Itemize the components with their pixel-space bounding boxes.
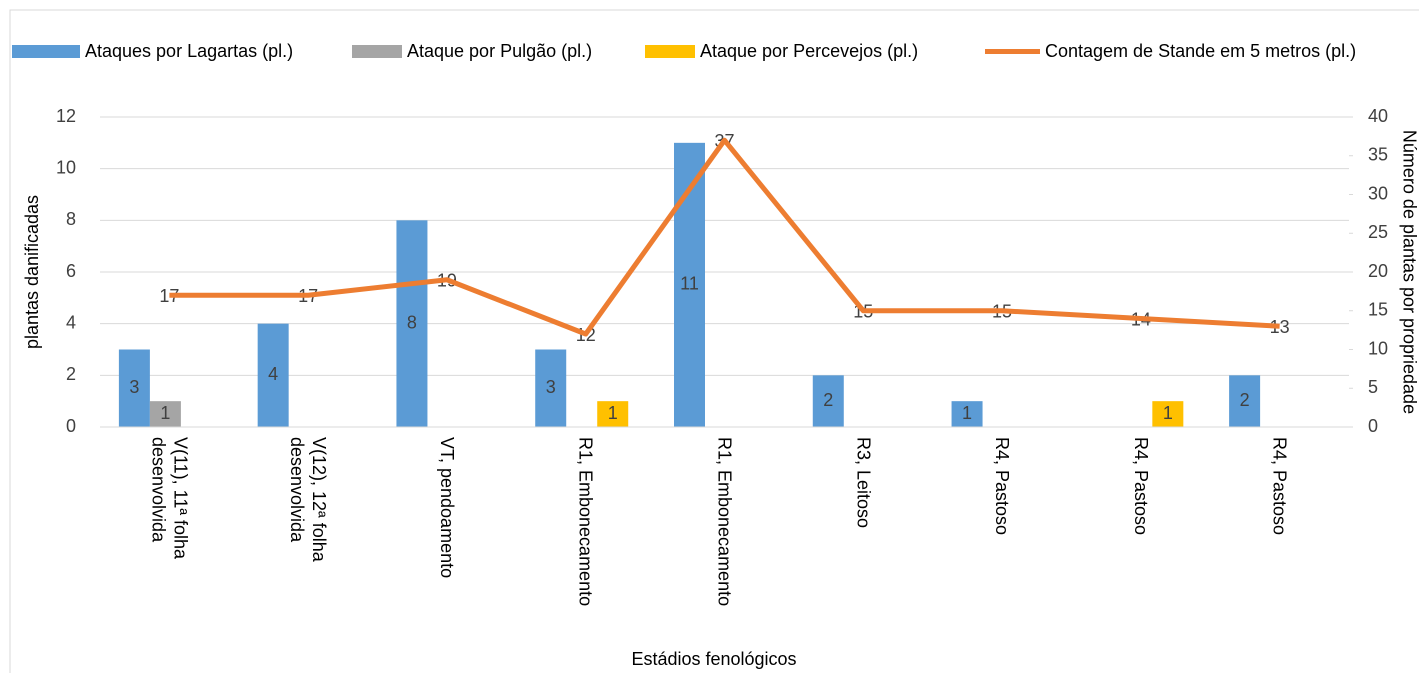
x-tick-label: R1, Embonecamento xyxy=(714,437,735,607)
legend-swatch xyxy=(985,49,1040,54)
y-tick-label: 12 xyxy=(56,106,76,126)
y-tick-label: 8 xyxy=(66,209,76,229)
y-tick-label: 2 xyxy=(66,364,76,384)
bar-value-label: 3 xyxy=(129,377,139,397)
bar-value-label: 2 xyxy=(1240,390,1250,410)
bar xyxy=(1229,375,1261,427)
x-axis-label: Estádios fenológicos xyxy=(631,649,796,669)
bar-value-label: 1 xyxy=(1163,403,1173,423)
line-value-label: 13 xyxy=(1270,317,1290,337)
bar xyxy=(535,349,567,427)
bar-value-label: 2 xyxy=(823,390,833,410)
y2-tick-label: 35 xyxy=(1368,145,1388,165)
legend-label: Ataques por Lagartas (pl.) xyxy=(85,41,294,61)
x-tick-label: R4, Pastoso xyxy=(992,437,1013,536)
bar xyxy=(149,401,181,427)
legend-label: Ataque por Pulgão (pl.) xyxy=(407,41,593,61)
x-tick-label: R3, Leitoso xyxy=(853,437,874,529)
bar xyxy=(118,349,150,427)
bar xyxy=(1152,401,1184,427)
x-tick-label: VT, pendoamento xyxy=(436,437,457,579)
legend-item: Ataques por Lagartas (pl.) xyxy=(12,41,293,62)
x-tick-label: R1, Embonecamento xyxy=(575,437,596,607)
legend-swatch xyxy=(12,45,80,58)
y2-tick-label: 20 xyxy=(1368,261,1388,281)
bar-value-label: 8 xyxy=(407,312,417,332)
y2-tick-label: 25 xyxy=(1368,222,1388,242)
legend-swatch xyxy=(352,45,402,58)
bar xyxy=(396,220,428,427)
bar-value-label: 1 xyxy=(962,403,972,423)
x-tick-label: R4, Pastoso xyxy=(1269,437,1290,536)
y-tick-label: 6 xyxy=(66,261,76,281)
bar-value-label: 1 xyxy=(160,403,170,423)
y-tick-label: 10 xyxy=(56,157,76,177)
legend-item: Ataque por Percevejos (pl.) xyxy=(645,41,918,62)
bar xyxy=(951,401,983,427)
y-tick-label: 0 xyxy=(66,416,76,436)
line xyxy=(169,137,1280,337)
x-tick-label: R4, Pastoso xyxy=(1130,437,1151,536)
y2-tick-label: 10 xyxy=(1368,338,1388,358)
bar xyxy=(257,323,289,427)
chart-border xyxy=(9,9,1419,673)
bar-value-label: 3 xyxy=(546,377,556,397)
bar-value-label: 11 xyxy=(680,274,699,294)
y2-tick-label: 15 xyxy=(1368,300,1388,320)
legend-item: Contagem de Stande em 5 metros (pl.) xyxy=(985,41,1356,62)
y2-tick-label: 40 xyxy=(1368,106,1388,126)
x-tick-label: V(11), 11ª folha desenvolvida xyxy=(148,437,191,560)
y2-axis-label: Número de plantas por propriedade xyxy=(1399,130,1419,414)
legend-swatch xyxy=(645,45,695,58)
y-axis-label: plantas danificadas xyxy=(22,195,42,349)
legend-item: Ataque por Pulgão (pl.) xyxy=(352,41,592,62)
y2-tick-label: 30 xyxy=(1368,183,1388,203)
y-tick-label: 4 xyxy=(66,312,76,332)
bar xyxy=(812,375,844,427)
y2-tick-label: 5 xyxy=(1368,377,1378,397)
x-tick-label: V(12), 12ª folha desenvolvida xyxy=(287,437,330,562)
bar xyxy=(597,401,629,427)
legend-label: Ataque por Percevejos (pl.) xyxy=(700,41,919,61)
legend-label: Contagem de Stande em 5 metros (pl.) xyxy=(1045,41,1357,61)
y2-tick-label: 0 xyxy=(1368,416,1378,436)
bar-value-label: 4 xyxy=(268,364,278,384)
bar-value-label: 1 xyxy=(608,403,618,423)
